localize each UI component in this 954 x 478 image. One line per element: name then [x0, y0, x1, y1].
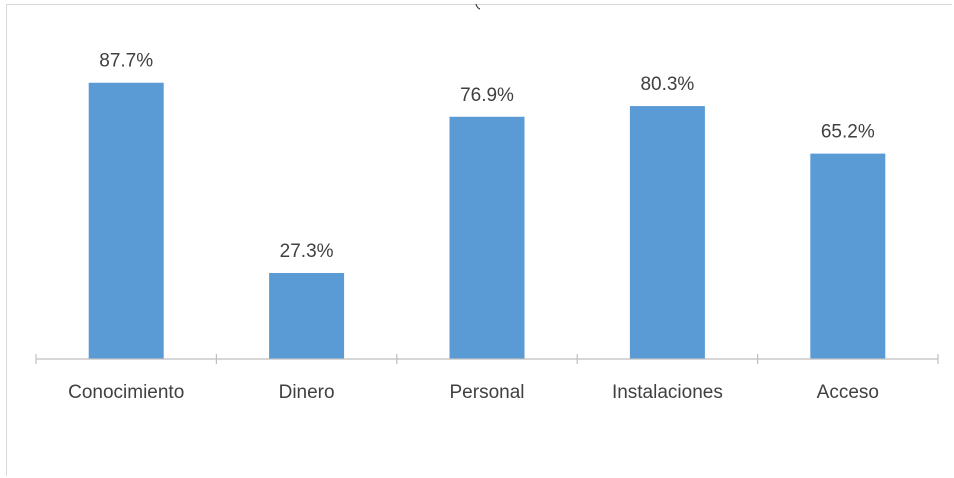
x-axis — [35, 354, 939, 364]
bar-acceso — [810, 153, 886, 359]
data-labels-group: 87.7% 27.3% 76.9% 80.3% 65.2% — [99, 51, 875, 262]
bar-dinero — [269, 273, 345, 359]
category-labels-group: Conocimiento Dinero Personal Instalaciones A… — [68, 382, 879, 403]
chart-border — [6, 4, 952, 476]
data-label-personal: 76.9% — [460, 85, 514, 106]
category-label-instalaciones: Instalaciones — [612, 382, 723, 403]
category-label-conocimiento: Conocimiento — [68, 382, 184, 403]
bar-personal — [449, 116, 525, 359]
bar-instalaciones — [629, 106, 705, 360]
data-label-dinero: 27.3% — [280, 241, 334, 262]
data-label-acceso: 65.2% — [821, 122, 875, 143]
bar-conocimiento — [88, 82, 164, 360]
data-label-conocimiento: 87.7% — [99, 51, 153, 72]
category-label-acceso: Acceso — [817, 382, 879, 403]
category-label-dinero: Dinero — [279, 382, 335, 403]
data-label-instalaciones: 80.3% — [640, 74, 694, 95]
title-fragment — [474, 0, 482, 10]
category-label-personal: Personal — [450, 382, 525, 403]
bars-group — [88, 82, 886, 360]
